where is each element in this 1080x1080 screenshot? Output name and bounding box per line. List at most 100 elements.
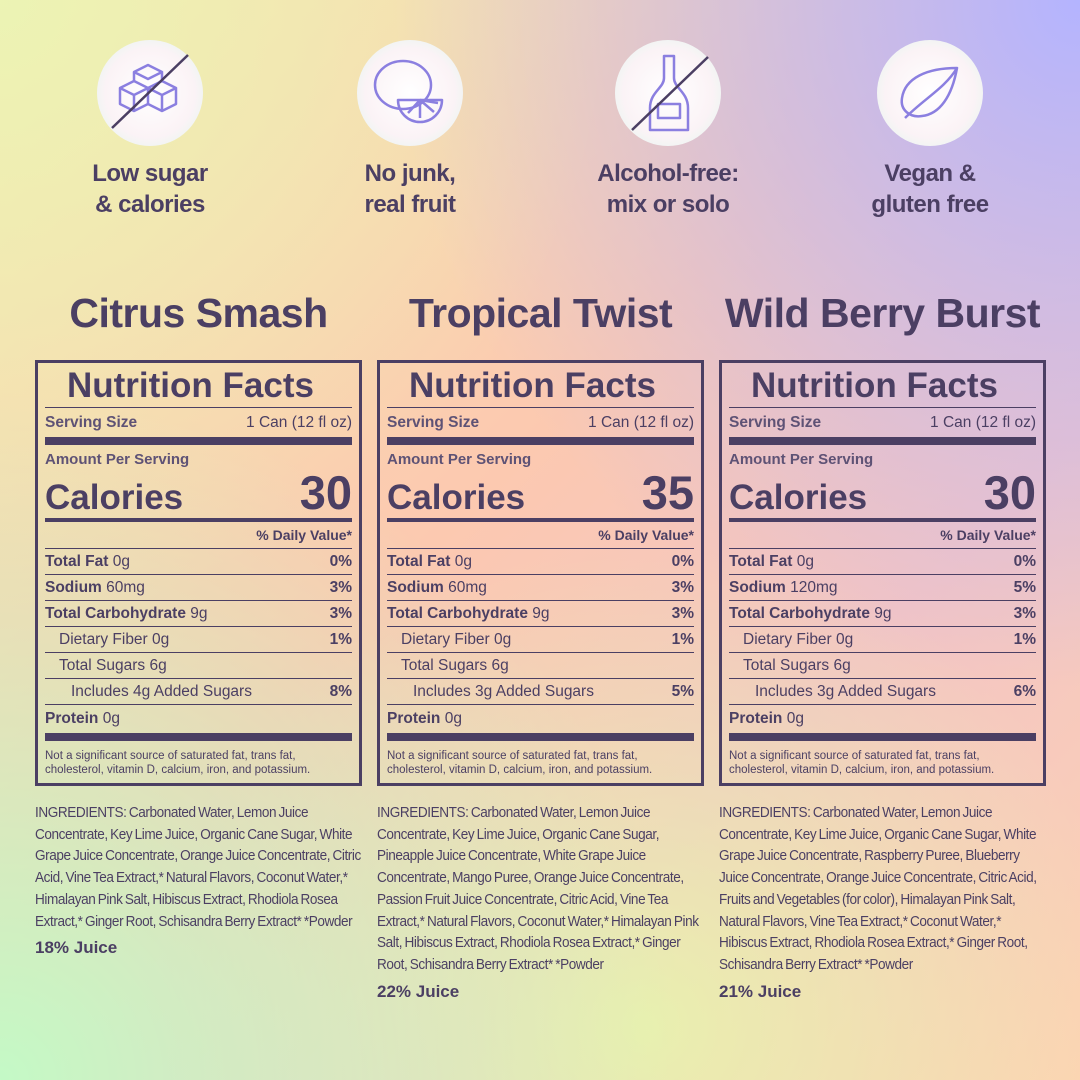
nutrient-label: Protein xyxy=(729,710,783,727)
nutrient-label: Dietary Fiber 0g xyxy=(401,630,512,648)
product-name: Citrus Smash xyxy=(69,290,328,336)
nutrient-label: Protein xyxy=(387,710,441,727)
feature-line: mix or solo xyxy=(606,191,730,218)
nutrient-row: Total Sugars 6g xyxy=(729,653,1036,679)
calories-value: 30 xyxy=(299,466,352,519)
nutrient-amount: 9g xyxy=(532,604,550,622)
nutrient-amount: 0g xyxy=(444,710,462,727)
product-column: Wild Berry Burst Nutrition Facts Serving S… xyxy=(719,285,1046,1002)
calories-row: Calories 35 xyxy=(387,468,694,522)
nutrient-row: Includes 3g Added Sugars 6% xyxy=(729,679,1036,705)
calories-label: Calories xyxy=(729,478,868,517)
nutrient-dv: 0% xyxy=(671,552,694,570)
feature-line: Low sugar xyxy=(92,160,208,187)
nutrient-dv: 3% xyxy=(1013,604,1036,622)
nutrient-row: Includes 3g Added Sugars 5% xyxy=(387,679,694,705)
serving-size: 1 Can (12 fl oz) xyxy=(930,413,1036,431)
bottle-icon xyxy=(631,54,709,132)
nutrient-amount: 9g xyxy=(874,604,892,622)
nutrient-label: Sodium xyxy=(729,578,786,596)
nutrient-dv: 0% xyxy=(329,552,352,570)
calories-row: Calories 30 xyxy=(45,468,352,522)
feature-line: gluten free xyxy=(871,191,989,218)
footnote: Not a significant source of saturated fa… xyxy=(45,750,311,776)
nutrient: Dietary Fiber 0g xyxy=(729,631,853,649)
nutrient-row: Includes 4g Added Sugars 8% xyxy=(45,679,352,705)
nutrient: Total Carbohydrate 9g xyxy=(387,605,550,623)
nutrition-facts: Nutrition Facts Serving Size 1 Can (12 fl … xyxy=(377,360,704,786)
nutrition-facts: Nutrition Facts Serving Size 1 Can (12 fl … xyxy=(719,360,1046,786)
nutrient-dv: 1% xyxy=(329,630,352,648)
nutrient-dv: 1% xyxy=(671,630,694,648)
calories-label: Calories xyxy=(45,478,184,517)
nutrient-dv: 6% xyxy=(1013,682,1036,700)
nutrient: Total Fat 0g xyxy=(729,553,814,571)
nutrient-label: Includes 3g Added Sugars xyxy=(413,682,594,700)
nutrient: Includes 3g Added Sugars xyxy=(729,683,936,701)
nutrient-amount: 9g xyxy=(190,604,208,622)
serving-label: Serving Size xyxy=(387,413,480,431)
serving-row: Serving Size 1 Can (12 fl oz) xyxy=(45,408,352,445)
nutrient: Total Sugars 6g xyxy=(45,657,167,675)
ingredients: INGREDIENTS: Carbonated Water, Lemon Jui… xyxy=(377,805,699,973)
nutrient-row: Dietary Fiber 0g 1% xyxy=(45,627,352,653)
calories-value: 30 xyxy=(983,466,1036,519)
nutrition-title: Nutrition Facts xyxy=(387,363,694,408)
nutrient: Protein 0g xyxy=(45,710,120,728)
nutrient-label: Total Sugars 6g xyxy=(743,656,851,674)
nutrient: Total Fat 0g xyxy=(387,553,472,571)
nutrient-dv: 8% xyxy=(329,682,352,700)
product-column: Citrus Smash Nutrition Facts Serving Size 1… xyxy=(35,285,362,958)
nutrient-amount: 0g xyxy=(112,552,130,570)
serving-size: 1 Can (12 fl oz) xyxy=(588,413,694,431)
ingredients: INGREDIENTS: Carbonated Water, Lemon Jui… xyxy=(719,805,1037,973)
nutrient-label: Total Carbohydrate xyxy=(387,604,528,622)
nutrient-amount: 0g xyxy=(796,552,814,570)
ingredients: INGREDIENTS: Carbonated Water, Lemon Jui… xyxy=(35,805,361,930)
nutrient-dv: 5% xyxy=(1013,578,1036,596)
amount-per-serving: Amount Per Serving xyxy=(45,451,190,468)
daily-value-header: % Daily Value* xyxy=(387,522,694,549)
product-name: Tropical Twist xyxy=(408,290,673,336)
nutrient: Protein 0g xyxy=(387,710,462,728)
feature-line: Alcohol-free: xyxy=(597,160,739,187)
nutrient-label: Total Fat xyxy=(45,552,109,570)
daily-value-header: % Daily Value* xyxy=(45,522,352,549)
nutrient-row: Sodium 60mg 3% xyxy=(45,575,352,601)
nutrient-amount: 0g xyxy=(102,710,120,727)
nutrient-label: Sodium xyxy=(387,578,444,596)
nutrient-row: Dietary Fiber 0g 1% xyxy=(387,627,694,653)
nutrient-row: Total Fat 0g 0% xyxy=(45,549,352,575)
amount-per-serving: Amount Per Serving xyxy=(729,451,874,468)
feature-line: & calories xyxy=(95,191,205,218)
nutrition-title: Nutrition Facts xyxy=(45,363,352,408)
nutrient-dv: 3% xyxy=(329,578,352,596)
nutrient-dv: 0% xyxy=(1013,552,1036,570)
feature-label: No junk, real fruit xyxy=(300,158,520,220)
nutrient-label: Total Fat xyxy=(729,552,793,570)
sugar-icon xyxy=(111,54,189,129)
nutrient-row: Total Fat 0g 0% xyxy=(387,549,694,575)
nutrient: Sodium 120mg xyxy=(729,579,838,597)
nutrient: Includes 4g Added Sugars xyxy=(45,683,252,701)
feature-label: Alcohol-free: mix or solo xyxy=(558,158,778,220)
nutrient-label: Includes 3g Added Sugars xyxy=(755,682,936,700)
nutrient-row: Total Carbohydrate 9g 3% xyxy=(729,601,1036,627)
nutrient-dv: 3% xyxy=(671,604,694,622)
juice-content: 21% Juice xyxy=(719,981,802,1001)
nutrient: Dietary Fiber 0g xyxy=(387,631,511,649)
feature-line: No junk, xyxy=(364,160,456,187)
daily-value-text: % Daily Value* xyxy=(598,527,694,543)
nutrient-dv: 5% xyxy=(671,682,694,700)
nutrient-label: Dietary Fiber 0g xyxy=(59,630,170,648)
nutrient: Total Fat 0g xyxy=(45,553,130,571)
nutrient-amount: 120mg xyxy=(790,578,838,596)
nutrient-label: Protein xyxy=(45,710,99,727)
nutrient-row: Total Carbohydrate 9g 3% xyxy=(45,601,352,627)
nutrient: Total Carbohydrate 9g xyxy=(45,605,208,623)
leaf-icon xyxy=(900,66,959,119)
nutrient-label: Total Fat xyxy=(387,552,451,570)
nutrient-label: Total Carbohydrate xyxy=(729,604,870,622)
nutrient-dv: 3% xyxy=(329,604,352,622)
